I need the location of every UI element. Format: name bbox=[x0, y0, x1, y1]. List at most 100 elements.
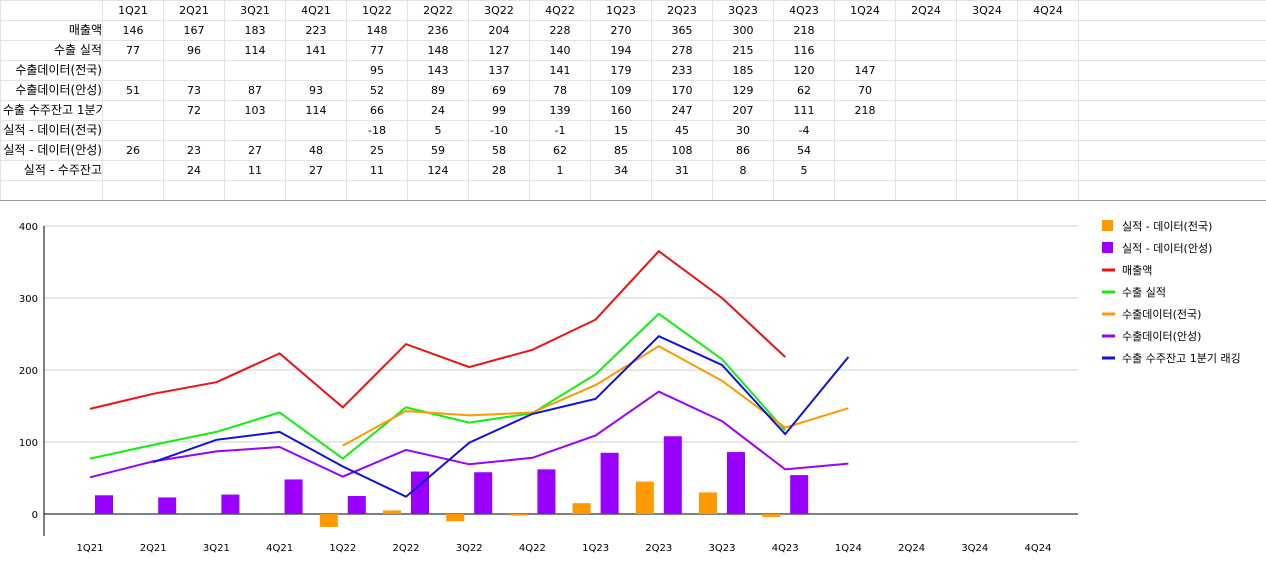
value-cell[interactable]: 300 bbox=[713, 21, 774, 41]
value-cell[interactable]: 218 bbox=[774, 21, 835, 41]
value-cell[interactable]: 223 bbox=[286, 21, 347, 41]
empty-cell[interactable] bbox=[713, 181, 774, 201]
empty-cell[interactable] bbox=[103, 181, 164, 201]
column-header-cell[interactable]: 2Q24 bbox=[896, 1, 957, 21]
column-header-cell[interactable]: 2Q21 bbox=[164, 1, 225, 21]
corner-cell[interactable] bbox=[1, 1, 103, 21]
value-cell[interactable]: 139 bbox=[530, 101, 591, 121]
column-header-cell[interactable]: 3Q24 bbox=[957, 1, 1018, 21]
value-cell[interactable]: 73 bbox=[164, 81, 225, 101]
value-cell[interactable]: 109 bbox=[591, 81, 652, 101]
value-cell[interactable]: 52 bbox=[347, 81, 408, 101]
value-cell[interactable]: 77 bbox=[103, 41, 164, 61]
value-cell[interactable]: 207 bbox=[713, 101, 774, 121]
empty-cell[interactable] bbox=[1079, 141, 1266, 161]
column-header-cell[interactable]: 4Q24 bbox=[1018, 1, 1079, 21]
value-cell[interactable] bbox=[103, 121, 164, 141]
empty-cell[interactable] bbox=[1079, 161, 1266, 181]
value-cell[interactable] bbox=[896, 141, 957, 161]
value-cell[interactable]: -1 bbox=[530, 121, 591, 141]
empty-cell[interactable] bbox=[1079, 21, 1266, 41]
value-cell[interactable]: 45 bbox=[652, 121, 713, 141]
value-cell[interactable]: 85 bbox=[591, 141, 652, 161]
value-cell[interactable]: 8 bbox=[713, 161, 774, 181]
value-cell[interactable]: 194 bbox=[591, 41, 652, 61]
column-header-cell[interactable]: 1Q23 bbox=[591, 1, 652, 21]
value-cell[interactable] bbox=[835, 21, 896, 41]
value-cell[interactable]: 147 bbox=[835, 61, 896, 81]
row-label-cell[interactable]: 실적 - 데이터(전국) bbox=[1, 121, 103, 141]
value-cell[interactable] bbox=[835, 41, 896, 61]
value-cell[interactable]: 72 bbox=[164, 101, 225, 121]
value-cell[interactable]: 124 bbox=[408, 161, 469, 181]
value-cell[interactable]: 27 bbox=[286, 161, 347, 181]
value-cell[interactable]: 51 bbox=[103, 81, 164, 101]
value-cell[interactable]: 62 bbox=[530, 141, 591, 161]
value-cell[interactable]: 108 bbox=[652, 141, 713, 161]
value-cell[interactable]: 204 bbox=[469, 21, 530, 41]
value-cell[interactable] bbox=[957, 21, 1018, 41]
value-cell[interactable]: 95 bbox=[347, 61, 408, 81]
value-cell[interactable] bbox=[164, 121, 225, 141]
value-cell[interactable]: 30 bbox=[713, 121, 774, 141]
value-cell[interactable] bbox=[896, 21, 957, 41]
empty-cell[interactable] bbox=[286, 181, 347, 201]
value-cell[interactable]: 103 bbox=[225, 101, 286, 121]
value-cell[interactable] bbox=[957, 121, 1018, 141]
value-cell[interactable]: 270 bbox=[591, 21, 652, 41]
value-cell[interactable]: 179 bbox=[591, 61, 652, 81]
value-cell[interactable] bbox=[896, 161, 957, 181]
empty-cell[interactable] bbox=[1079, 121, 1266, 141]
value-cell[interactable]: 183 bbox=[225, 21, 286, 41]
value-cell[interactable]: 116 bbox=[774, 41, 835, 61]
value-cell[interactable]: 278 bbox=[652, 41, 713, 61]
value-cell[interactable] bbox=[103, 161, 164, 181]
value-cell[interactable]: 170 bbox=[652, 81, 713, 101]
column-header-cell[interactable]: 1Q24 bbox=[835, 1, 896, 21]
column-header-cell[interactable]: 3Q23 bbox=[713, 1, 774, 21]
value-cell[interactable]: 148 bbox=[408, 41, 469, 61]
column-header-cell[interactable]: 4Q23 bbox=[774, 1, 835, 21]
empty-cell[interactable] bbox=[1079, 81, 1266, 101]
column-header-cell[interactable]: 1Q22 bbox=[347, 1, 408, 21]
value-cell[interactable]: -4 bbox=[774, 121, 835, 141]
value-cell[interactable] bbox=[1018, 81, 1079, 101]
value-cell[interactable] bbox=[957, 61, 1018, 81]
empty-cell[interactable] bbox=[347, 181, 408, 201]
value-cell[interactable]: 66 bbox=[347, 101, 408, 121]
value-cell[interactable]: 114 bbox=[225, 41, 286, 61]
column-header-cell[interactable]: 4Q21 bbox=[286, 1, 347, 21]
value-cell[interactable]: 167 bbox=[164, 21, 225, 41]
value-cell[interactable]: 24 bbox=[164, 161, 225, 181]
value-cell[interactable]: 62 bbox=[774, 81, 835, 101]
empty-cell[interactable] bbox=[652, 181, 713, 201]
value-cell[interactable] bbox=[896, 101, 957, 121]
value-cell[interactable]: 114 bbox=[286, 101, 347, 121]
value-cell[interactable] bbox=[835, 121, 896, 141]
empty-cell[interactable] bbox=[164, 181, 225, 201]
value-cell[interactable] bbox=[896, 61, 957, 81]
row-label-cell[interactable]: 실적 - 데이터(안성) bbox=[1, 141, 103, 161]
value-cell[interactable]: 69 bbox=[469, 81, 530, 101]
value-cell[interactable] bbox=[957, 101, 1018, 121]
value-cell[interactable]: 365 bbox=[652, 21, 713, 41]
value-cell[interactable]: 11 bbox=[225, 161, 286, 181]
value-cell[interactable]: 140 bbox=[530, 41, 591, 61]
value-cell[interactable]: 93 bbox=[286, 81, 347, 101]
value-cell[interactable] bbox=[286, 61, 347, 81]
empty-cell[interactable] bbox=[1, 181, 103, 201]
value-cell[interactable]: 28 bbox=[469, 161, 530, 181]
empty-cell[interactable] bbox=[1018, 181, 1079, 201]
row-label-cell[interactable]: 수출 실적 bbox=[1, 41, 103, 61]
value-cell[interactable] bbox=[1018, 161, 1079, 181]
value-cell[interactable] bbox=[1018, 121, 1079, 141]
value-cell[interactable]: 54 bbox=[774, 141, 835, 161]
column-header-cell[interactable]: 4Q22 bbox=[530, 1, 591, 21]
value-cell[interactable]: 127 bbox=[469, 41, 530, 61]
empty-cell[interactable] bbox=[225, 181, 286, 201]
empty-cell[interactable] bbox=[591, 181, 652, 201]
empty-cell[interactable] bbox=[896, 181, 957, 201]
value-cell[interactable]: 5 bbox=[774, 161, 835, 181]
value-cell[interactable]: 148 bbox=[347, 21, 408, 41]
row-label-cell[interactable]: 수출 수주잔고 1분기 래깅 bbox=[1, 101, 103, 121]
